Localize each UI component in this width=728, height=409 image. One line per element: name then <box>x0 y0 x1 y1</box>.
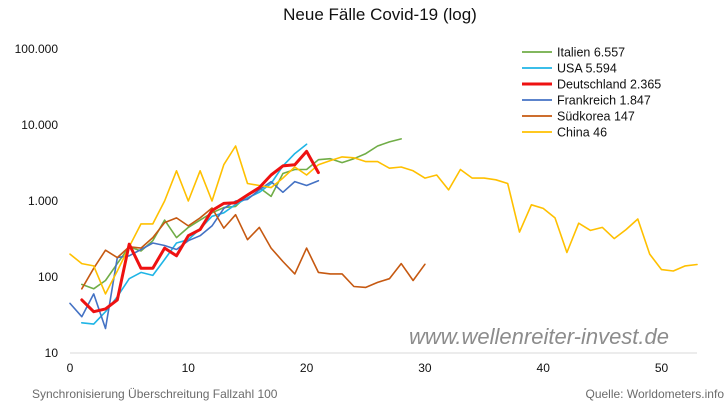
y-tick-label: 100.000 <box>15 42 59 56</box>
x-tick-label: 30 <box>418 361 432 375</box>
y-axis: 10 100 1.000 10.000 100.000 <box>15 42 59 360</box>
y-tick-label: 1.000 <box>28 194 58 208</box>
legend-label: Italien 6.557 <box>557 46 625 60</box>
legend: Italien 6.557 USA 5.594 Deutschland 2.365 F… <box>522 46 661 140</box>
legend-label: USA 5.594 <box>557 62 617 76</box>
x-axis: 0 10 20 30 40 50 <box>67 352 697 375</box>
series-line <box>80 149 320 314</box>
series-line <box>81 207 426 290</box>
x-tick-label: 20 <box>300 361 314 375</box>
legend-label: Südkorea 147 <box>557 110 635 124</box>
y-tick-label: 100 <box>38 270 58 284</box>
chart-title: Neue Fälle Covid-19 (log) <box>283 5 477 24</box>
x-tick-label: 50 <box>655 361 669 375</box>
series-line <box>69 145 698 295</box>
legend-label: Deutschland 2.365 <box>557 78 661 92</box>
watermark: www.wellenreiter-invest.de <box>409 324 669 349</box>
x-tick-label: 10 <box>182 361 196 375</box>
x-tick-label: 0 <box>67 361 74 375</box>
plot-area <box>69 138 698 330</box>
x-axis-label: Synchronisierung Überschreitung Fallzahl… <box>32 387 278 401</box>
x-tick-label: 40 <box>537 361 551 375</box>
legend-label: Frankreich 1.847 <box>557 94 651 108</box>
legend-label: China 46 <box>557 126 607 140</box>
y-tick-label: 10.000 <box>21 118 58 132</box>
series-line <box>69 179 320 330</box>
source-label: Quelle: Worldometers.info <box>585 387 724 401</box>
series-line <box>81 138 402 290</box>
y-tick-label: 10 <box>45 346 59 360</box>
